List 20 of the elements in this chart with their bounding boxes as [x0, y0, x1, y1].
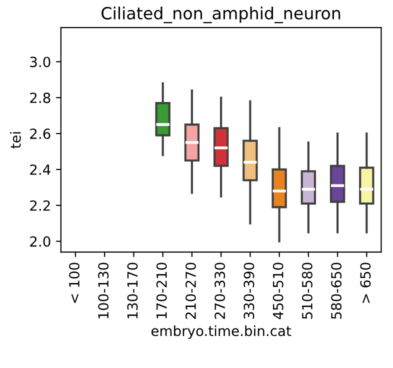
x-tick-label: 210-270: [185, 262, 196, 319]
y-tick-label: 2.6: [30, 128, 50, 140]
chart-title: Ciliated_non_amphid_neuron: [102, 6, 340, 24]
y-tick-label: 3.0: [30, 56, 50, 68]
x-tick-label: 170-210: [156, 262, 167, 318]
x-tick-label: 450-510: [272, 262, 284, 320]
x-tick-label: 270-330: [214, 262, 226, 319]
x-tick-label: > 650: [360, 262, 371, 303]
x-axis-title: embryo.time.bin.cat: [151, 325, 292, 339]
x-tick-label: 510-580: [302, 262, 312, 319]
y-axis-title: tei: [10, 132, 21, 148]
x-tick-label: 100-130: [98, 262, 109, 318]
y-tick-label: 2.8: [30, 92, 50, 104]
y-tick-label: 2.2: [30, 200, 50, 211]
x-tick-label: 130-170: [127, 262, 138, 318]
x-tick-label: < 100: [69, 262, 80, 303]
x-tick-label: 580-650: [331, 262, 342, 319]
y-tick-label: 2.0: [30, 236, 50, 247]
y-tick-label: 2.4: [30, 164, 50, 175]
x-tick-label: 330-390: [244, 262, 254, 319]
